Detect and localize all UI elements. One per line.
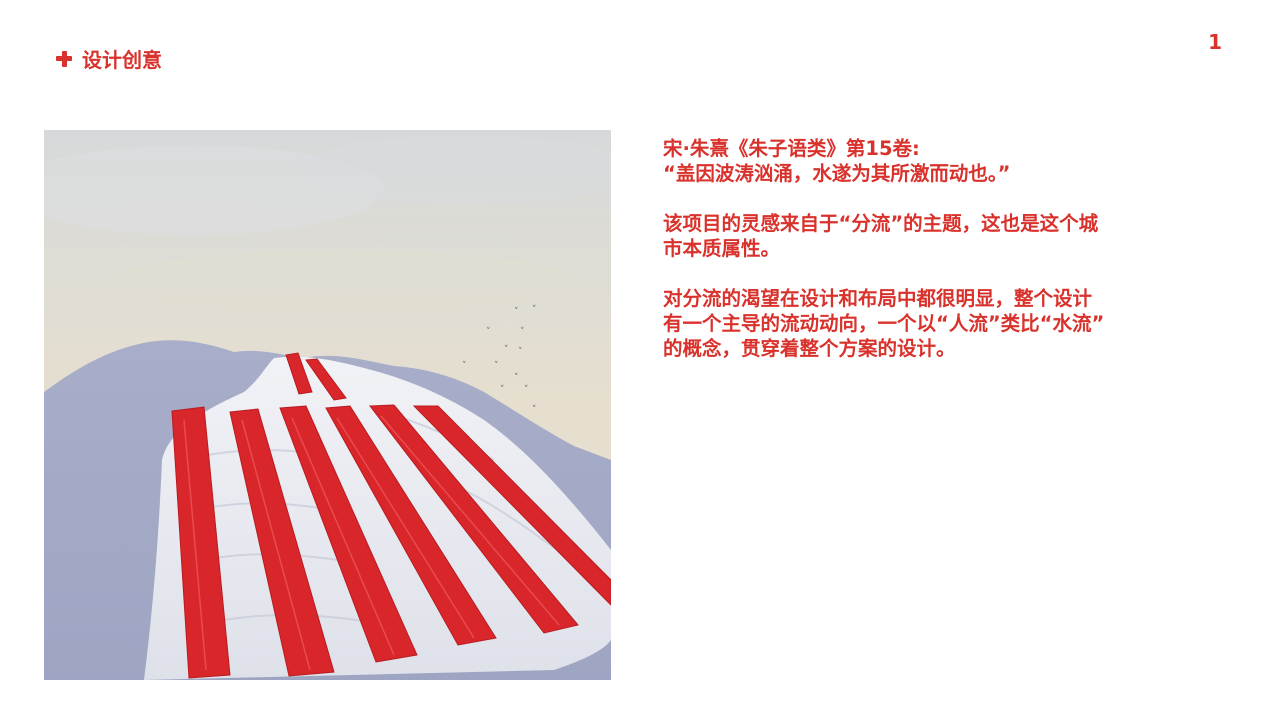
quote-text: “盖因波涛汹涌，水遂为其所激而动也。” (663, 162, 1011, 185)
svg-text:˅: ˅ (532, 305, 537, 315)
svg-text:˅: ˅ (462, 361, 467, 371)
landscape-painting: ˅ ˅ ˅ ˅ ˅ ˅ ˅ ˅ ˅ ˅ ˅ ˅ (44, 130, 611, 680)
paragraph1-line1: 该项目的灵感来自于“分流”的主题，这也是这个城 (663, 212, 1099, 235)
section-header: 设计创意 (54, 44, 162, 73)
page-number: 1 (1208, 30, 1222, 54)
plus-icon (54, 49, 74, 69)
svg-text:˅: ˅ (518, 347, 523, 357)
svg-text:˅: ˅ (500, 385, 505, 395)
paragraph2-line1: 对分流的渴望在设计和布局中都很明显，整个设计 (663, 287, 1093, 310)
svg-text:˅: ˅ (514, 307, 519, 317)
svg-text:˅: ˅ (504, 345, 509, 355)
section-title: 设计创意 (82, 48, 162, 72)
paragraph2-line2: 有一个主导的流动动向，一个以“人流”类比“水流” (663, 312, 1105, 335)
description-text: 宋·朱熹《朱子语类》第15卷: “盖因波涛汹涌，水遂为其所激而动也。” 该项目的… (663, 136, 1203, 386)
concept-paragraph: 对分流的渴望在设计和布局中都很明显，整个设计 有一个主导的流动动向，一个以“人流… (663, 286, 1203, 361)
svg-text:˅: ˅ (532, 405, 537, 415)
svg-text:˅: ˅ (524, 385, 529, 395)
quote-paragraph: 宋·朱熹《朱子语类》第15卷: “盖因波涛汹涌，水遂为其所激而动也。” (663, 136, 1203, 186)
paragraph1-line2: 市本质属性。 (663, 237, 781, 260)
svg-text:˅: ˅ (494, 361, 499, 371)
svg-text:˅: ˅ (514, 373, 519, 383)
paragraph2-line3: 的概念，贯穿着整个方案的设计。 (663, 337, 956, 360)
inspiration-paragraph: 该项目的灵感来自于“分流”的主题，这也是这个城 市本质属性。 (663, 211, 1203, 261)
svg-text:˅: ˅ (520, 327, 525, 337)
svg-text:˅: ˅ (486, 327, 491, 337)
quote-source: 宋·朱熹《朱子语类》第15卷: (663, 137, 920, 160)
